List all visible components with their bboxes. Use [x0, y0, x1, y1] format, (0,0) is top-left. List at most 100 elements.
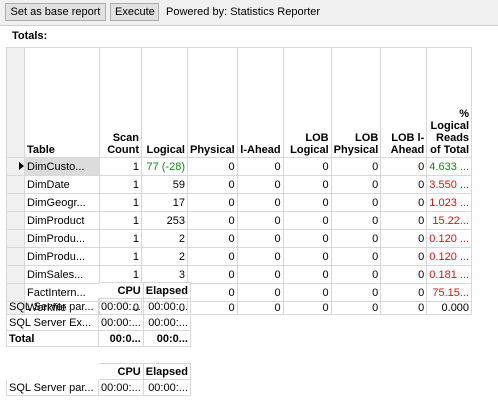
lob-physical-cell[interactable]: 0 — [330, 157, 382, 176]
table-name-cell[interactable]: DimProdu... — [24, 247, 100, 266]
lob-logical-cell[interactable]: 0 — [282, 283, 332, 302]
physical-cell[interactable]: 0 — [187, 247, 238, 266]
set-as-base-report-button[interactable]: Set as base report — [5, 3, 106, 21]
read-ahead-cell[interactable]: 0 — [236, 193, 284, 212]
pct-logical-cell[interactable]: 0.000 — [426, 301, 473, 315]
scan-count-cell[interactable]: 1 — [99, 211, 142, 230]
total-row[interactable]: Total 00:0... 00:0... — [6, 330, 191, 347]
read-ahead-cell[interactable]: 0 — [236, 229, 284, 248]
time-statistics-grid-base[interactable]: CPU Elapsed SQL Server par... 00:00:... … — [6, 363, 191, 396]
pct-logical-cell[interactable]: 4.633 ... — [426, 157, 473, 176]
pct-logical-cell[interactable]: 1.023 ... — [426, 193, 473, 212]
lob-physical-cell[interactable]: 0 — [330, 211, 382, 230]
lob-read-ahead-cell[interactable]: 0 — [380, 247, 428, 266]
read-ahead-cell[interactable]: 0 — [236, 265, 284, 284]
table-name-cell[interactable]: DimSales... — [24, 265, 100, 284]
lob-read-ahead-cell[interactable]: 0 — [380, 193, 428, 212]
pct-logical-cell[interactable]: 15.22... — [426, 211, 473, 230]
lob-logical-cell[interactable]: 0 — [282, 229, 332, 248]
row-selector[interactable] — [6, 211, 25, 230]
logical-cell[interactable]: 3 — [141, 265, 188, 284]
column-header-scan-count[interactable]: Scan Count — [99, 47, 142, 158]
lob-physical-cell[interactable]: 0 — [330, 229, 382, 248]
execute-button[interactable]: Execute — [110, 3, 159, 21]
table-row[interactable]: DimProduct 1 253 0 0 0 0 0 15.22... — [6, 211, 473, 230]
logical-cell[interactable]: 59 — [141, 175, 188, 194]
physical-cell[interactable]: 0 — [187, 211, 238, 230]
column-header-pct-logical-reads[interactable]: % Logical Reads of Total — [426, 47, 473, 158]
scan-count-cell[interactable]: 1 — [99, 193, 142, 212]
table-row[interactable]: DimDate 1 59 0 0 0 0 0 3.550 ... — [6, 175, 473, 194]
table-row[interactable]: DimProdu... 1 2 0 0 0 0 0 0.120 ... — [6, 229, 473, 248]
read-ahead-cell[interactable]: 0 — [236, 301, 284, 315]
scan-count-cell[interactable]: 1 — [99, 157, 142, 176]
scan-count-cell[interactable]: 1 — [99, 247, 142, 266]
io-statistics-grid[interactable]: Table Scan Count Logical Physical l-Ahea… — [6, 47, 473, 315]
row-selector[interactable] — [6, 157, 25, 176]
time-statistics-grid[interactable]: CPU Elapsed SQL Server par... 00:00:... … — [6, 282, 191, 347]
table-row[interactable]: DimSales... 1 3 0 0 0 0 0 0.181 ... — [6, 265, 473, 284]
physical-cell[interactable]: 0 — [187, 157, 238, 176]
scan-count-cell[interactable]: 1 — [99, 175, 142, 194]
lob-physical-cell[interactable]: 0 — [330, 193, 382, 212]
table-name-cell[interactable]: DimProduct — [24, 211, 100, 230]
lob-physical-cell[interactable]: 0 — [330, 283, 382, 302]
scan-count-cell[interactable]: 1 — [99, 229, 142, 248]
table-name-cell[interactable]: DimCusto... — [24, 157, 100, 176]
lob-physical-cell[interactable]: 0 — [330, 247, 382, 266]
lob-read-ahead-cell[interactable]: 0 — [380, 301, 428, 315]
read-ahead-cell[interactable]: 0 — [236, 157, 284, 176]
pct-logical-cell[interactable]: 3.550 ... — [426, 175, 473, 194]
read-ahead-cell[interactable]: 0 — [236, 283, 284, 302]
column-header-read-ahead[interactable]: l-Ahead — [236, 47, 284, 158]
physical-cell[interactable]: 0 — [187, 301, 238, 315]
column-header-lob-logical[interactable]: LOB Logical — [282, 47, 332, 158]
table-row[interactable]: SQL Server par... 00:00:... 00:00:... — [6, 379, 191, 396]
scan-count-cell[interactable]: 1 — [99, 265, 142, 284]
table-row[interactable]: DimProdu... 1 2 0 0 0 0 0 0.120 ... — [6, 247, 473, 266]
column-header-lob-read-ahead[interactable]: LOB l-Ahead — [380, 47, 428, 158]
column-header-cpu[interactable]: CPU — [98, 363, 144, 380]
row-selector[interactable] — [6, 193, 25, 212]
lob-logical-cell[interactable]: 0 — [282, 301, 332, 315]
lob-read-ahead-cell[interactable]: 0 — [380, 157, 428, 176]
read-ahead-cell[interactable]: 0 — [236, 175, 284, 194]
lob-logical-cell[interactable]: 0 — [282, 193, 332, 212]
table-row[interactable]: DimCusto... 1 77 (-28) 0 0 0 0 0 4.633 ... — [6, 157, 473, 176]
physical-cell[interactable]: 0 — [187, 193, 238, 212]
pct-logical-cell[interactable]: 0.181 ... — [426, 265, 473, 284]
table-name-cell[interactable]: DimProdu... — [24, 229, 100, 248]
row-selector[interactable] — [6, 175, 25, 194]
table-row[interactable]: SQL Server Ex... 00:00:... 00:00:... — [6, 314, 191, 331]
lob-read-ahead-cell[interactable]: 0 — [380, 283, 428, 302]
column-header-cpu[interactable]: CPU — [98, 282, 144, 299]
read-ahead-cell[interactable]: 0 — [236, 247, 284, 266]
column-header-lob-physical[interactable]: LOB Physical — [330, 47, 382, 158]
lob-logical-cell[interactable]: 0 — [282, 265, 332, 284]
column-header-table[interactable]: Table — [24, 47, 100, 158]
lob-logical-cell[interactable]: 0 — [282, 247, 332, 266]
physical-cell[interactable]: 0 — [187, 265, 238, 284]
column-header-logical[interactable]: Logical — [141, 47, 188, 158]
logical-cell[interactable]: 2 — [141, 247, 188, 266]
lob-read-ahead-cell[interactable]: 0 — [380, 175, 428, 194]
pct-logical-cell[interactable]: 0.120 ... — [426, 229, 473, 248]
logical-cell[interactable]: 77 (-28) — [141, 157, 188, 176]
table-row[interactable]: SQL Server par... 00:00:... 00:00:... — [6, 298, 191, 315]
column-header-elapsed[interactable]: Elapsed — [142, 363, 191, 380]
lob-read-ahead-cell[interactable]: 0 — [380, 265, 428, 284]
row-selector[interactable] — [6, 265, 25, 284]
row-selector[interactable] — [6, 229, 25, 248]
column-header-elapsed[interactable]: Elapsed — [142, 282, 191, 299]
physical-cell[interactable]: 0 — [187, 175, 238, 194]
logical-cell[interactable]: 253 — [141, 211, 188, 230]
read-ahead-cell[interactable]: 0 — [236, 211, 284, 230]
column-header-physical[interactable]: Physical — [187, 47, 238, 158]
pct-logical-cell[interactable]: 0.120 ... — [426, 247, 473, 266]
lob-logical-cell[interactable]: 0 — [282, 175, 332, 194]
lob-logical-cell[interactable]: 0 — [282, 157, 332, 176]
physical-cell[interactable]: 0 — [187, 229, 238, 248]
table-name-cell[interactable]: DimGeogr... — [24, 193, 100, 212]
logical-cell[interactable]: 2 — [141, 229, 188, 248]
lob-read-ahead-cell[interactable]: 0 — [380, 211, 428, 230]
